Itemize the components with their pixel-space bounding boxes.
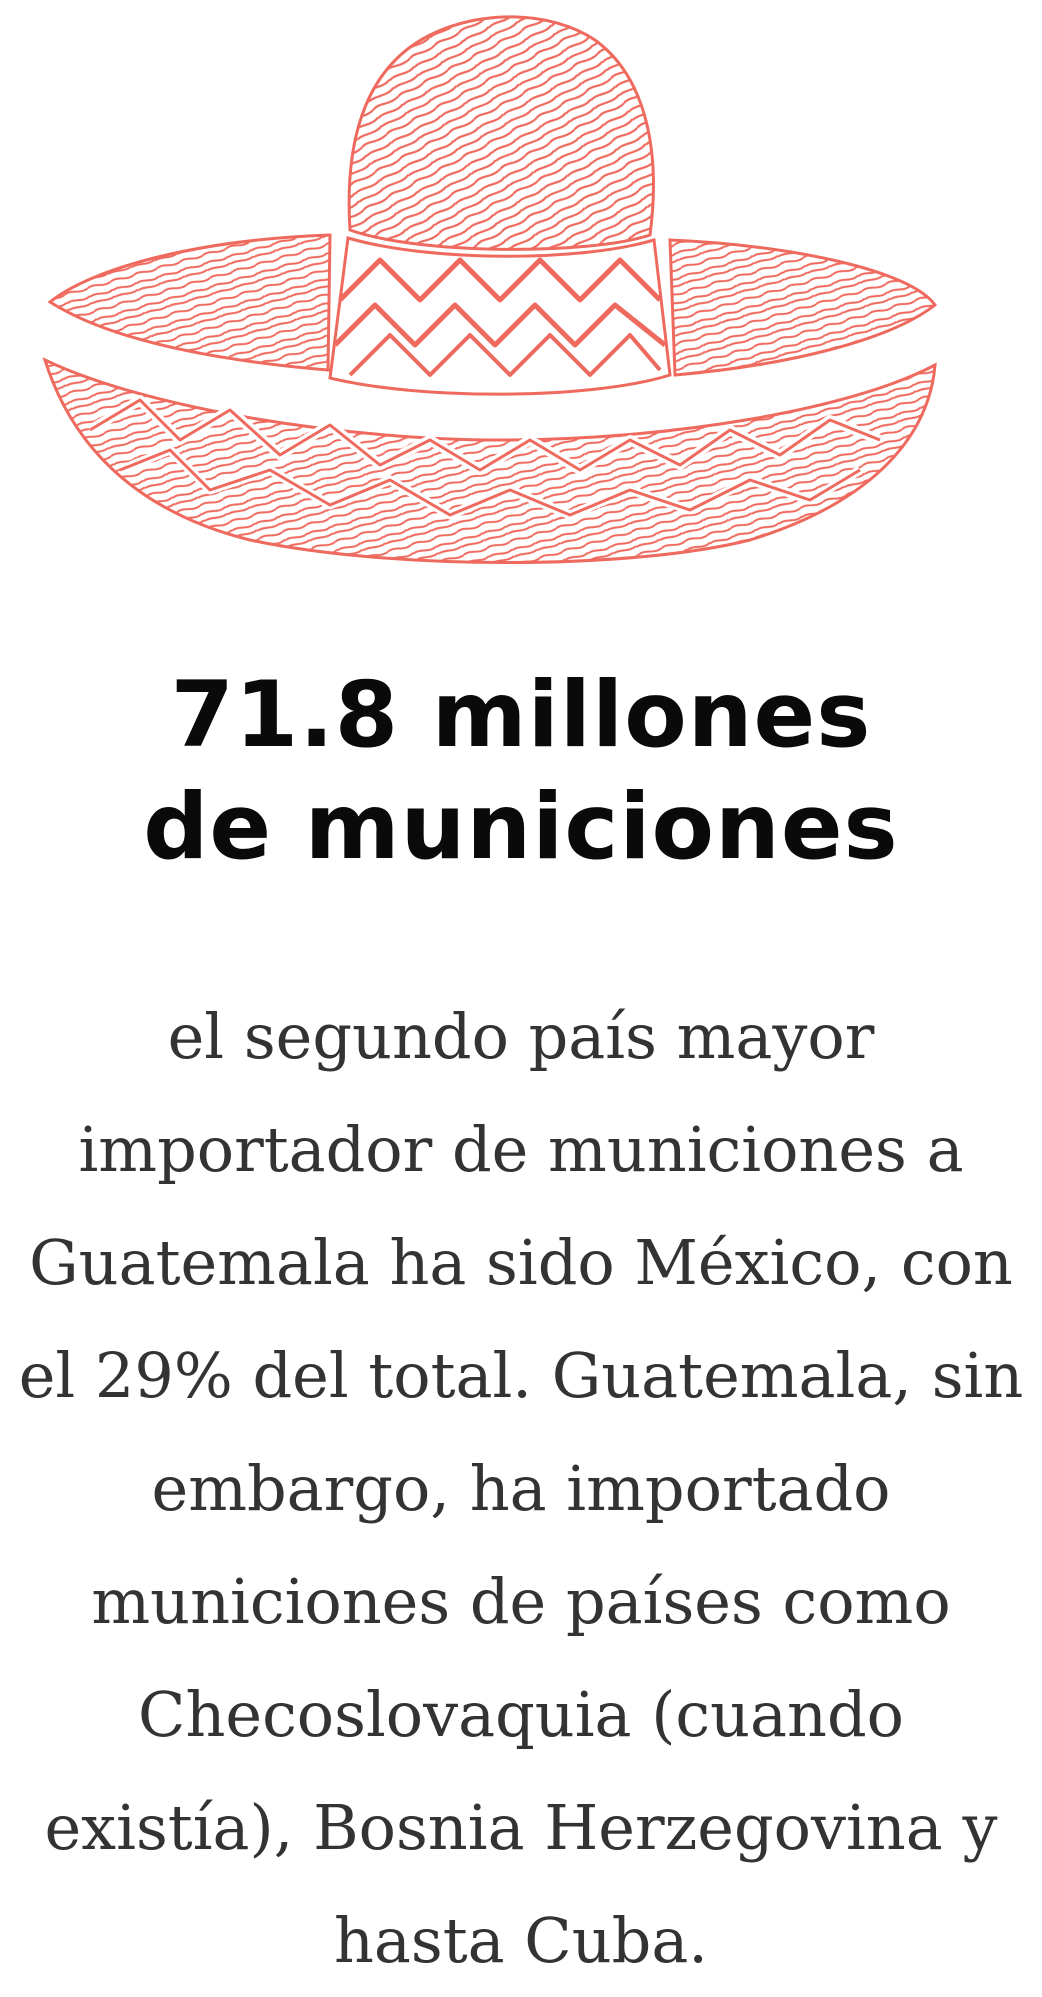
body-line: embargo, ha importado [151, 1452, 891, 1525]
body-line: hasta Cuba. [333, 1904, 709, 1977]
body-line: Checoslovaquia (cuando [138, 1678, 904, 1751]
body-line: municiones de países como [91, 1565, 951, 1638]
body-text: el segundo país mayor importador de muni… [0, 980, 1042, 1997]
body-line: el 29% del total. Guatemala, sin [18, 1339, 1024, 1412]
headline-line: de municiones [143, 775, 899, 880]
sombrero-icon [42, 15, 938, 564]
body-line: Guatemala ha sido México, con [29, 1226, 1013, 1299]
sombrero-crown [347, 15, 655, 251]
sombrero-brim-left [47, 233, 332, 372]
body-line: importador de municiones a [78, 1113, 964, 1186]
headline: 71.8 millones de municiones [0, 660, 1042, 884]
headline-line: 71.8 millones [170, 663, 872, 768]
body-line: el segundo país mayor [167, 1000, 875, 1073]
sombrero-brim-right [668, 238, 938, 377]
body-line: existía), Bosnia Herzegovina y [44, 1791, 998, 1864]
sombrero-band [328, 236, 672, 396]
